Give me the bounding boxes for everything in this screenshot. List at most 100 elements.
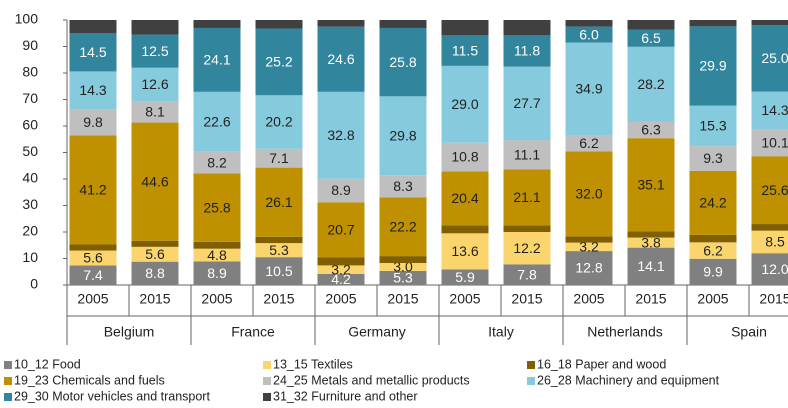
data-label: 3.8 — [641, 234, 661, 250]
data-label: 25.2 — [265, 54, 292, 70]
legend-swatch — [263, 393, 271, 401]
legend-swatch — [4, 393, 12, 401]
group-label: France — [231, 324, 275, 340]
legend-label: 16_18 Paper and wood — [537, 357, 666, 371]
bar-segment — [627, 121, 675, 139]
data-label: 24.2 — [699, 195, 726, 211]
group-label: Italy — [488, 324, 514, 340]
data-label: 32.8 — [327, 127, 354, 143]
data-label: 10.5 — [265, 263, 292, 279]
bar-segment — [751, 129, 788, 157]
data-label: 27.7 — [513, 95, 540, 111]
data-label: 22.2 — [389, 218, 416, 234]
bar-segment — [379, 20, 427, 28]
bar-segment — [751, 91, 788, 130]
group-label: Germany — [348, 324, 406, 340]
bar-segment — [317, 202, 365, 258]
bar-segment — [751, 253, 788, 285]
bar-segment — [627, 237, 675, 248]
bar-segment — [131, 101, 179, 123]
data-label: 20.2 — [265, 114, 292, 130]
bar-segment — [689, 20, 737, 27]
data-label: 5.9 — [455, 269, 475, 285]
bar-segment — [379, 263, 427, 271]
bar-segment — [193, 173, 241, 242]
group-label: Netherlands — [587, 324, 663, 340]
bar-segment — [317, 265, 365, 274]
x-tick-label: 2015 — [263, 291, 294, 307]
data-label: 34.9 — [575, 80, 602, 96]
bar-segment — [131, 246, 179, 262]
data-label: 22.6 — [203, 113, 230, 129]
bar-segment — [193, 261, 241, 285]
y-tick-label: 50 — [22, 143, 38, 159]
bar-segment — [689, 170, 737, 235]
bar-segment — [193, 20, 241, 28]
legend-swatch — [4, 361, 12, 369]
y-tick-label: 10 — [22, 249, 38, 265]
bar-segment — [441, 233, 489, 270]
bar-segment — [751, 25, 788, 92]
legend-label: 24_25 Metals and metallic products — [273, 373, 470, 387]
data-label: 24.1 — [203, 52, 230, 68]
legend-label: 19_23 Chemicals and fuels — [14, 373, 165, 387]
bar-segment — [751, 156, 788, 225]
bar-segment — [69, 20, 117, 33]
bar-segment — [69, 250, 117, 266]
legend-label: 10_12 Food — [14, 357, 81, 371]
bar-segment — [255, 95, 303, 149]
y-tick-label: 30 — [22, 196, 38, 212]
bar-segment — [131, 34, 179, 68]
x-tick-label: 2005 — [573, 291, 604, 307]
bar-segment — [379, 96, 427, 176]
data-label: 6.2 — [579, 135, 599, 151]
bar-segment — [689, 105, 737, 147]
data-label: 8.3 — [393, 178, 413, 194]
legend-swatch — [263, 361, 271, 369]
data-label: 5.6 — [83, 250, 103, 266]
bar-segment — [689, 242, 737, 259]
bar-segment — [689, 234, 737, 243]
y-tick-label: 0 — [30, 276, 38, 292]
bar-segment — [441, 269, 489, 285]
data-label: 29.0 — [451, 96, 478, 112]
x-tick-label: 2015 — [511, 291, 542, 307]
data-label: 20.7 — [327, 221, 354, 237]
data-label: 29.9 — [699, 58, 726, 74]
y-tick-label: 80 — [22, 64, 38, 80]
data-label: 29.8 — [389, 128, 416, 144]
bar-segment — [317, 20, 365, 27]
bar-segment — [131, 20, 179, 35]
bar-segment — [379, 256, 427, 264]
data-label: 8.8 — [145, 265, 165, 281]
bar-segment — [441, 225, 489, 234]
bar-segment — [379, 197, 427, 257]
bar-segment — [255, 167, 303, 237]
bar-segment — [689, 146, 737, 171]
y-tick-label: 70 — [22, 90, 38, 106]
x-tick-label: 2015 — [387, 291, 418, 307]
bar-segment — [317, 273, 365, 285]
bar-segment — [379, 175, 427, 198]
bar-segment — [627, 138, 675, 232]
x-tick-label: 2005 — [449, 291, 480, 307]
bar-segment — [317, 178, 365, 203]
data-label: 14.3 — [761, 102, 788, 118]
bar-segment — [565, 20, 613, 27]
data-label: 25.6 — [761, 182, 788, 198]
data-label: 12.0 — [761, 261, 788, 277]
bar-segment — [751, 224, 788, 231]
bar-segment — [255, 243, 303, 258]
bar-segment — [627, 247, 675, 285]
bar-segment — [131, 67, 179, 102]
data-label: 9.3 — [703, 150, 723, 166]
bar-segment — [565, 151, 613, 237]
bar-segment — [441, 35, 489, 66]
bar-segment — [503, 264, 551, 285]
data-label: 8.2 — [207, 154, 227, 170]
bar-segment — [503, 232, 551, 265]
data-label: 10.8 — [451, 149, 478, 165]
y-tick-label: 40 — [22, 170, 38, 186]
data-label: 21.1 — [513, 189, 540, 205]
data-label: 7.8 — [517, 266, 537, 282]
